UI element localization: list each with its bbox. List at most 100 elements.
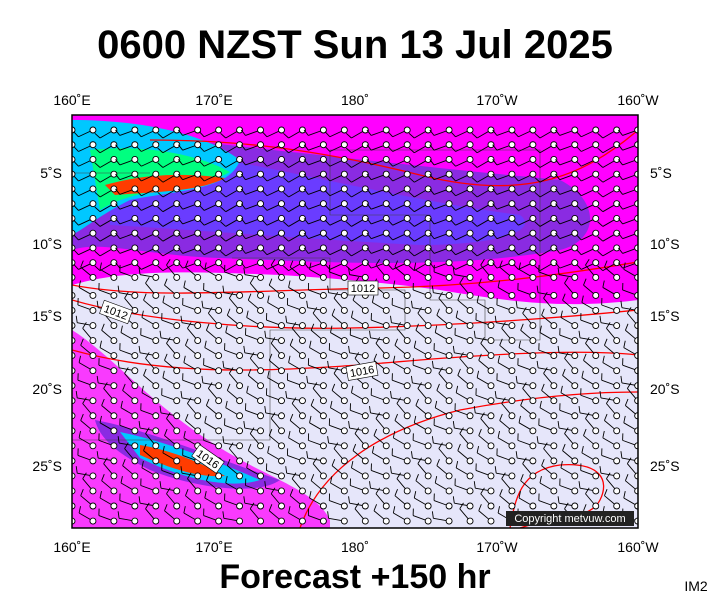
- barb-flag: [99, 262, 102, 270]
- barb-flag: [157, 147, 164, 154]
- barb-station: [299, 244, 306, 252]
- barb-flag: [429, 159, 435, 166]
- barb-station: [424, 291, 432, 299]
- barb-flag: [562, 293, 566, 301]
- barb-flag: [82, 397, 87, 404]
- barb-flag: [243, 267, 246, 275]
- barb-station: [278, 170, 285, 178]
- barb-flag: [438, 292, 443, 299]
- barb-flag: [220, 191, 227, 198]
- barb-station: [194, 397, 202, 405]
- barb-station: [215, 337, 223, 345]
- barb-flag: [240, 232, 246, 239]
- isobar: [299, 391, 638, 528]
- barb-station: [508, 412, 516, 420]
- barb-station: [529, 244, 537, 252]
- barb-station: [466, 352, 474, 360]
- barb-station: [361, 307, 369, 314]
- barb-flag: [136, 263, 142, 270]
- barb-station: [257, 382, 264, 390]
- barb-flag: [289, 338, 294, 346]
- barb-flag: [345, 206, 352, 213]
- barb-flag: [178, 159, 184, 166]
- barb-station: [340, 412, 348, 420]
- barb-station: [508, 170, 516, 178]
- barb-flag: [157, 177, 164, 183]
- map-frame: [71, 114, 639, 529]
- barb-flag: [620, 451, 623, 459]
- barb-station: [466, 141, 474, 149]
- barb-flag: [162, 445, 165, 453]
- barb-station: [571, 457, 579, 465]
- barb-flag: [267, 445, 270, 453]
- barb-station: [382, 322, 390, 329]
- barb-station: [215, 126, 223, 134]
- barb-flag: [410, 375, 413, 383]
- barb-station: [445, 487, 453, 495]
- barb-flag: [597, 162, 604, 168]
- barb-flag: [261, 249, 268, 255]
- barb-station: [571, 214, 579, 222]
- barb-flag: [80, 413, 84, 421]
- barb-flag: [157, 236, 164, 242]
- barb-station: [89, 229, 97, 237]
- barb-station: [361, 141, 369, 149]
- barb-station: [403, 322, 411, 329]
- barb-station: [89, 259, 97, 267]
- barb-station: [340, 170, 348, 178]
- barb-station: [571, 502, 579, 510]
- barb-station: [89, 457, 97, 465]
- barb-station: [571, 185, 579, 193]
- barb-station: [278, 367, 285, 375]
- barb-station: [215, 185, 223, 193]
- barb-flag: [249, 502, 255, 510]
- barb-flag: [438, 442, 443, 449]
- barb-flag: [178, 144, 184, 151]
- barb-flag: [136, 205, 142, 211]
- barb-station: [592, 427, 600, 435]
- barb-station: [215, 517, 223, 525]
- barb-flag: [597, 250, 604, 257]
- barb-flag: [199, 175, 205, 182]
- barb-flag: [557, 345, 560, 353]
- barb-station: [508, 126, 516, 134]
- barb-flag: [157, 191, 164, 198]
- barb-flag: [243, 421, 246, 429]
- barb-station: [319, 200, 327, 208]
- barb-station: [403, 352, 411, 360]
- barb-station: [445, 229, 453, 237]
- barb-station: [550, 502, 558, 510]
- barb-station: [236, 200, 244, 208]
- barb-flag: [387, 219, 394, 226]
- barb-station: [89, 412, 97, 420]
- barb-flag: [240, 144, 246, 151]
- barb-station: [173, 156, 181, 163]
- longitude-label: 160˚E: [53, 92, 90, 108]
- barb-station: [152, 337, 160, 345]
- longitude-label: 170˚E: [195, 539, 232, 555]
- barb-flag: [78, 506, 81, 514]
- barb-flag: [55, 331, 56, 338]
- barb-flag: [220, 206, 227, 213]
- barb-station: [571, 442, 579, 450]
- barb-flag: [80, 338, 84, 346]
- barb-station: [466, 517, 474, 525]
- barb-flag: [62, 413, 66, 419]
- barb-station: [550, 427, 558, 435]
- barb-flag: [164, 428, 168, 436]
- barb-station: [613, 442, 621, 450]
- barb-flag: [199, 234, 205, 241]
- barb-station: [131, 244, 139, 252]
- isobar: [72, 349, 638, 371]
- barb-station: [361, 156, 369, 163]
- barb-station: [550, 352, 558, 360]
- barb-flag: [387, 190, 394, 197]
- barb-flag: [450, 263, 456, 270]
- barb-flag: [539, 476, 542, 484]
- barb-flag: [162, 295, 165, 303]
- barb-flag: [366, 144, 372, 151]
- barb-station: [613, 200, 621, 208]
- barb-station: [173, 517, 181, 525]
- barb-flag: [185, 413, 189, 421]
- barb-station: [340, 457, 348, 465]
